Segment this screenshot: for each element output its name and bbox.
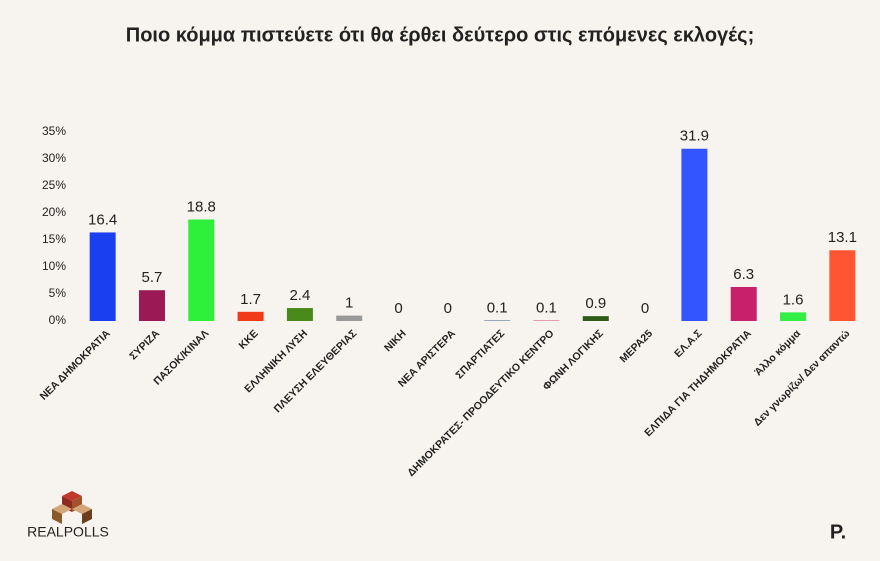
bar [533, 320, 560, 321]
value-label: 0 [444, 300, 452, 317]
y-tick-label: 35% [42, 124, 66, 138]
value-label: 31.9 [680, 128, 709, 145]
bar [582, 316, 609, 321]
value-label: 0.9 [585, 295, 606, 312]
bar [286, 308, 313, 321]
logo-text: REALPOLLS [27, 524, 109, 540]
bar [336, 315, 363, 321]
bar [188, 219, 215, 321]
bar [237, 311, 264, 321]
publisher-logo: P. [830, 521, 846, 543]
value-label: 18.8 [187, 198, 216, 215]
y-tick-label: 25% [42, 178, 66, 192]
y-tick-label: 20% [42, 205, 66, 219]
bar [780, 312, 807, 321]
y-tick-label: 15% [42, 232, 66, 246]
chart-title: Ποιο κόμμα πιστεύετε ότι θα έρθει δεύτερ… [126, 24, 755, 46]
value-label: 6.3 [733, 266, 754, 283]
y-tick-label: 0% [49, 313, 67, 327]
value-label: 13.1 [828, 229, 857, 246]
bar [89, 232, 116, 321]
value-label: 2.4 [289, 287, 310, 304]
value-label: 5.7 [142, 269, 163, 286]
bar [484, 320, 511, 321]
bar [829, 250, 856, 321]
value-label: 0 [641, 300, 649, 317]
y-tick-label: 10% [42, 259, 66, 273]
logo-icon [52, 491, 92, 524]
value-label: 0.1 [487, 299, 508, 316]
bar [730, 286, 757, 321]
value-label: 0.1 [536, 299, 557, 316]
value-label: 1.6 [783, 291, 804, 308]
value-label: 16.4 [88, 211, 117, 228]
value-label: 0 [394, 300, 402, 317]
y-tick-label: 5% [49, 286, 67, 300]
value-label: 1 [345, 295, 353, 312]
value-label: 1.7 [240, 291, 261, 308]
bar [681, 148, 708, 321]
y-tick-label: 30% [42, 151, 66, 165]
bar [138, 290, 165, 321]
